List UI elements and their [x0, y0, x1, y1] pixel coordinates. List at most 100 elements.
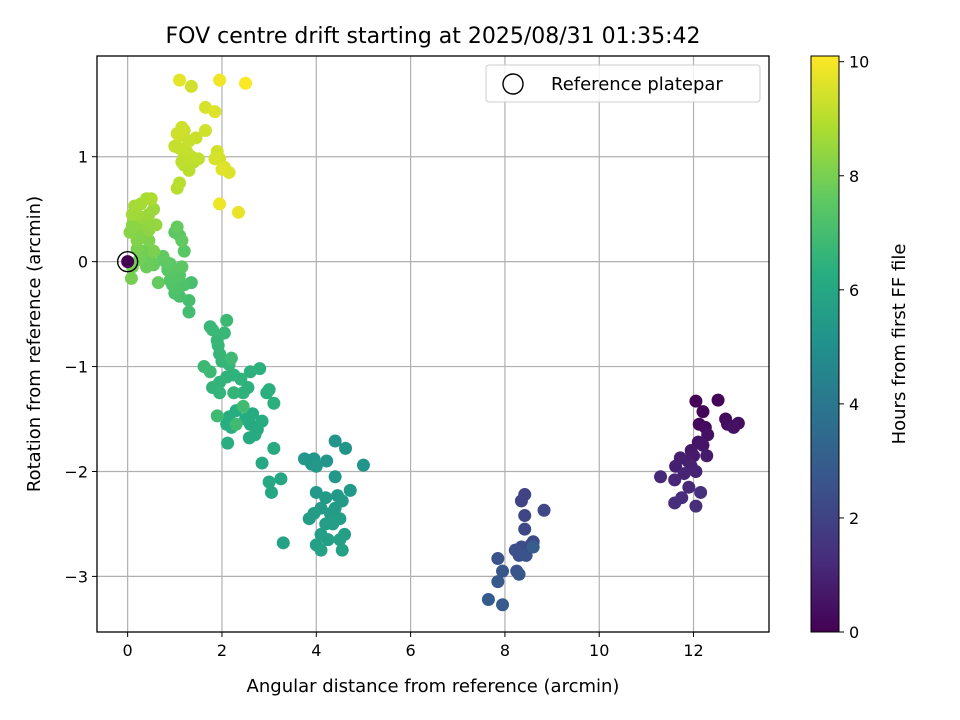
data-point	[213, 386, 227, 400]
data-point	[333, 533, 347, 547]
data-point	[217, 326, 231, 340]
colorbar: 0 2 4 6 8 10 Hours from first FF file	[810, 53, 910, 642]
x-tick-label: 10	[589, 641, 609, 660]
data-point	[182, 305, 196, 319]
data-point	[144, 192, 158, 206]
data-point	[220, 313, 234, 327]
chart-title: FOV centre drift starting at 2025/08/31 …	[166, 24, 701, 49]
data-point	[243, 365, 257, 379]
colorbar-tick-label: 0	[849, 623, 859, 642]
data-point	[496, 598, 510, 612]
data-point	[175, 120, 189, 134]
data-point	[255, 414, 269, 428]
data-point	[177, 244, 191, 258]
data-point	[328, 434, 342, 448]
x-tick-label: 6	[406, 641, 416, 660]
data-point	[514, 494, 528, 508]
data-point	[481, 592, 495, 606]
data-point	[213, 197, 227, 211]
data-point	[696, 438, 710, 452]
y-axis-label: Rotation from reference (arcmin)	[24, 196, 45, 492]
data-point	[208, 105, 222, 119]
y-tick-label: 1	[78, 148, 88, 167]
x-tick-label: 4	[311, 641, 321, 660]
data-point	[701, 428, 715, 442]
data-point	[276, 536, 290, 550]
data-point	[147, 244, 161, 258]
data-point	[213, 73, 227, 87]
data-point	[314, 543, 328, 557]
data-point	[654, 470, 668, 484]
data-point	[170, 220, 184, 234]
data-point	[255, 456, 269, 470]
data-point	[239, 76, 253, 90]
data-point	[302, 512, 316, 526]
data-point	[689, 394, 703, 408]
x-axis-ticks: 0 2 4 6 8 10 12	[123, 632, 704, 660]
data-point	[335, 543, 349, 557]
y-tick-label: 0	[78, 253, 88, 272]
data-point	[262, 383, 276, 397]
reference-point	[121, 255, 135, 269]
colorbar-ticks: 0 2 4 6 8 10	[839, 53, 869, 642]
data-point	[727, 420, 741, 434]
data-points	[123, 73, 745, 612]
data-point	[668, 496, 682, 510]
data-point	[231, 205, 245, 219]
data-point	[224, 351, 238, 365]
data-point	[173, 73, 187, 87]
data-point	[215, 162, 229, 176]
data-point	[236, 386, 250, 400]
data-point	[210, 409, 224, 423]
data-point	[343, 483, 357, 497]
data-point	[203, 365, 217, 379]
legend-label: Reference platepar	[551, 74, 723, 95]
legend-box	[485, 64, 761, 103]
data-point	[689, 499, 703, 513]
data-point	[496, 564, 510, 578]
data-point	[518, 522, 532, 536]
data-point	[677, 467, 691, 481]
data-point	[221, 436, 235, 450]
data-point	[309, 459, 323, 473]
data-point	[339, 441, 353, 455]
data-point	[689, 464, 703, 478]
reference-marker	[116, 250, 139, 273]
data-point	[700, 449, 714, 463]
data-point	[356, 458, 370, 472]
reference-ring	[116, 250, 139, 273]
plot-frame	[96, 55, 770, 633]
x-tick-label: 2	[217, 641, 227, 660]
data-point	[491, 575, 505, 589]
x-tick-label: 8	[500, 641, 510, 660]
legend-reference-marker	[502, 73, 524, 95]
data-point	[191, 152, 205, 166]
data-point	[537, 503, 551, 517]
data-point	[229, 417, 243, 431]
data-point	[242, 431, 256, 445]
data-point	[326, 517, 340, 531]
data-point	[124, 271, 138, 285]
data-point	[149, 218, 163, 232]
colorbar-label: Hours from first FF file	[889, 244, 910, 445]
data-point	[184, 79, 198, 93]
data-point	[321, 533, 335, 547]
x-tick-label: 12	[683, 641, 703, 660]
y-axis-ticks: −3 −2 −1 0 1	[64, 148, 97, 586]
data-point	[328, 470, 342, 484]
colorbar-tick-label: 2	[849, 509, 859, 528]
data-point	[175, 234, 189, 248]
colorbar-gradient	[810, 55, 840, 633]
colorbar-tick-label: 8	[849, 167, 859, 186]
y-tick-label: −1	[64, 358, 88, 377]
data-point	[147, 202, 161, 216]
data-point	[518, 509, 532, 523]
x-tick-label: 0	[123, 641, 133, 660]
data-point	[319, 491, 333, 505]
data-point	[173, 176, 187, 190]
y-tick-label: −3	[64, 567, 88, 586]
colorbar-tick-label: 10	[849, 53, 869, 72]
y-tick-label: −2	[64, 462, 88, 481]
data-point	[227, 386, 241, 400]
